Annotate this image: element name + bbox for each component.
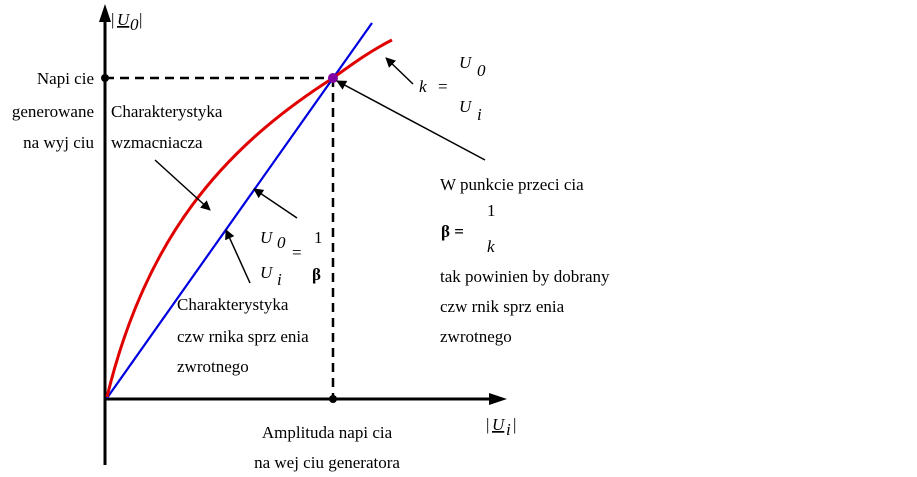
- ratio-formula-eq: =: [292, 243, 302, 262]
- intersection-label-line2: tak powinien by dobrany: [440, 267, 610, 286]
- intersection-label-line3: czw rnik sprz enia: [440, 297, 565, 316]
- ratio-formula-num: U: [260, 228, 274, 247]
- beta-formula-lhs: β =: [441, 222, 464, 241]
- x-axis-label-bar-right: |: [513, 415, 516, 434]
- x-axis-label-bar-left: |: [486, 415, 489, 434]
- k-formula-eq: =: [438, 77, 448, 96]
- y-axis-label-bar-left: |: [111, 10, 114, 29]
- y-axis-label-sub: 0: [130, 15, 139, 34]
- k-formula-num-sub: 0: [477, 61, 486, 80]
- beta-formula-num: 1: [487, 201, 496, 220]
- x-axis-tick-dot: [329, 395, 337, 403]
- x-axis-label-sub: i: [506, 420, 511, 439]
- amplifier-characteristic-curve: [105, 38, 393, 398]
- feedback-char-label-line2: czw rnika sprz enia: [177, 327, 309, 346]
- amplifier-pointer-arrow: [154, 159, 211, 211]
- feedback-char-label-line1: Charakterystyka: [177, 295, 289, 314]
- feedback-characteristic-line: [106, 22, 373, 399]
- ratio-pointer-arrow: [253, 188, 298, 219]
- y-axis-arrow-icon: [99, 4, 111, 22]
- k-formula-num: U: [459, 53, 473, 72]
- ratio-formula-den-sub: i: [277, 270, 282, 289]
- output-voltage-label-line2: generowane: [12, 102, 94, 121]
- feedback-char-label-line3: zwrotnego: [177, 357, 249, 376]
- x-axis-arrow-icon: [489, 393, 507, 405]
- x-axis-label-main: U: [492, 415, 506, 434]
- y-axis-label-bar-right: |: [139, 10, 142, 29]
- k-pointer-arrow: [385, 57, 414, 85]
- k-formula-den-sub: i: [477, 105, 482, 124]
- ratio-formula-num-sub: 0: [277, 233, 286, 252]
- intersection-label-line4: zwrotnego: [440, 327, 512, 346]
- output-voltage-label-line1: Napi cie: [37, 69, 94, 88]
- intersection-label-line1: W punkcie przeci cia: [440, 175, 584, 194]
- beta-formula-den: k: [487, 237, 495, 256]
- y-axis-tick-dot: [101, 74, 109, 82]
- intersection-pointer-arrow: [336, 80, 486, 161]
- amplifier-char-label-line1: Charakterystyka: [111, 102, 223, 121]
- ratio-formula-one: 1: [314, 228, 323, 247]
- ratio-formula-den: U: [260, 263, 274, 282]
- input-amplitude-label-line1: Amplituda napi cia: [262, 423, 393, 442]
- k-formula-lhs: k: [419, 77, 427, 96]
- k-formula-den: U: [459, 97, 473, 116]
- feedback-pointer-arrow: [225, 229, 251, 284]
- ratio-formula-beta: β: [312, 265, 321, 284]
- input-amplitude-label-line2: na wej ciu generatora: [254, 453, 400, 472]
- intersection-point: [328, 73, 338, 83]
- output-voltage-label-line3: na wyj ciu: [23, 133, 94, 152]
- y-axis-label-main: U: [117, 10, 131, 29]
- amplifier-char-label-line2: wzmacniacza: [111, 133, 203, 152]
